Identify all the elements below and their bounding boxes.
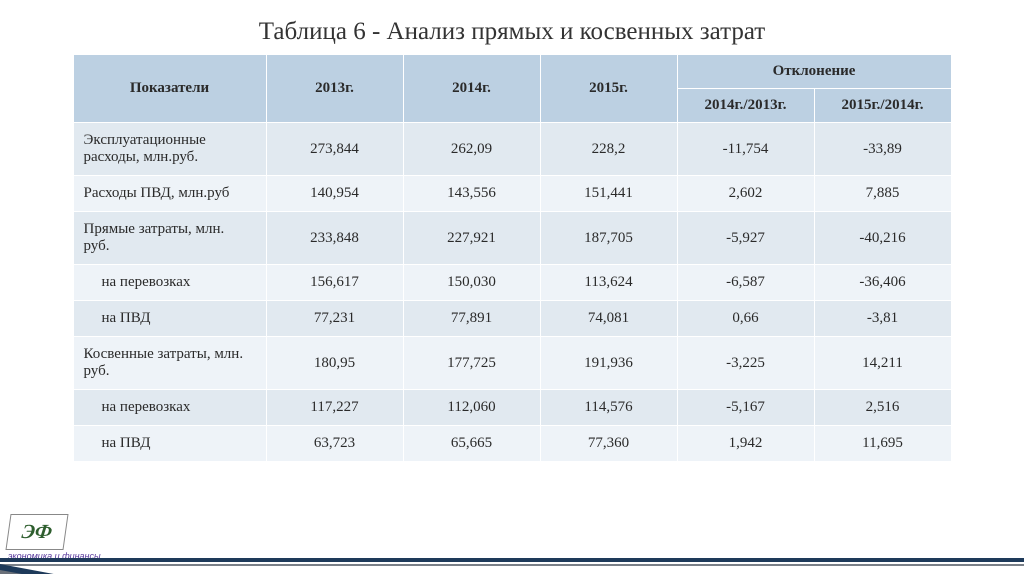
table-row: на ПВД63,72365,66577,3601,94211,695 <box>73 426 951 462</box>
table-row: Косвенные затраты, млн. руб.180,95177,72… <box>73 337 951 390</box>
logo: ЭФ экономика и финансы <box>8 514 118 554</box>
cell-value: 77,891 <box>403 301 540 337</box>
cell-value: 74,081 <box>540 301 677 337</box>
cell-value: 77,360 <box>540 426 677 462</box>
table-row: Прямые затраты, млн. руб.233,848227,9211… <box>73 212 951 265</box>
cell-value: 112,060 <box>403 390 540 426</box>
cell-value: -11,754 <box>677 123 814 176</box>
cell-value: 156,617 <box>266 265 403 301</box>
row-label: Прямые затраты, млн. руб. <box>73 212 266 265</box>
cell-value: 180,95 <box>266 337 403 390</box>
cell-value: 117,227 <box>266 390 403 426</box>
row-label: Косвенные затраты, млн. руб. <box>73 337 266 390</box>
cell-value: 227,921 <box>403 212 540 265</box>
page-title: Таблица 6 - Анализ прямых и косвенных за… <box>0 18 1024 46</box>
th-indicator: Показатели <box>73 55 266 123</box>
cell-value: 113,624 <box>540 265 677 301</box>
cell-value: 143,556 <box>403 176 540 212</box>
cell-value: 187,705 <box>540 212 677 265</box>
cell-value: 150,030 <box>403 265 540 301</box>
cell-value: -36,406 <box>814 265 951 301</box>
row-label: на ПВД <box>73 301 266 337</box>
table-body: Эксплуатационные расходы, млн.руб.273,84… <box>73 123 951 462</box>
cell-value: 177,725 <box>403 337 540 390</box>
footer-bar-dark <box>0 558 1024 562</box>
th-2013: 2013г. <box>266 55 403 123</box>
cell-value: 77,231 <box>266 301 403 337</box>
row-label: на перевозках <box>73 390 266 426</box>
cell-value: 262,09 <box>403 123 540 176</box>
row-label: Эксплуатационные расходы, млн.руб. <box>73 123 266 176</box>
logo-letters: ЭФ <box>5 514 68 550</box>
cell-value: -3,81 <box>814 301 951 337</box>
cell-value: 273,844 <box>266 123 403 176</box>
cell-value: 140,954 <box>266 176 403 212</box>
cell-value: -6,587 <box>677 265 814 301</box>
th-deviation: Отклонение <box>677 55 951 89</box>
cell-value: 63,723 <box>266 426 403 462</box>
cost-analysis-table: Показатели 2013г. 2014г. 2015г. Отклонен… <box>73 54 952 462</box>
th-dev1: 2014г./2013г. <box>677 89 814 123</box>
cell-value: -5,927 <box>677 212 814 265</box>
table-row: на ПВД77,23177,89174,0810,66-3,81 <box>73 301 951 337</box>
footer-bar-gray <box>0 564 1024 566</box>
cell-value: 1,942 <box>677 426 814 462</box>
footer-wedge-gray <box>0 570 120 574</box>
cell-value: 14,211 <box>814 337 951 390</box>
cell-value: -33,89 <box>814 123 951 176</box>
cell-value: 233,848 <box>266 212 403 265</box>
row-label: на ПВД <box>73 426 266 462</box>
cell-value: 151,441 <box>540 176 677 212</box>
table-row: на перевозках117,227112,060114,576-5,167… <box>73 390 951 426</box>
cell-value: -5,167 <box>677 390 814 426</box>
cell-value: 228,2 <box>540 123 677 176</box>
row-label: на перевозках <box>73 265 266 301</box>
th-2014: 2014г. <box>403 55 540 123</box>
footer-decoration: ЭФ экономика и финансы <box>0 522 1024 574</box>
cell-value: 11,695 <box>814 426 951 462</box>
cell-value: 2,516 <box>814 390 951 426</box>
table-row: Расходы ПВД, млн.руб140,954143,556151,44… <box>73 176 951 212</box>
cell-value: -40,216 <box>814 212 951 265</box>
table-row: на перевозках156,617150,030113,624-6,587… <box>73 265 951 301</box>
row-label: Расходы ПВД, млн.руб <box>73 176 266 212</box>
table-row: Эксплуатационные расходы, млн.руб.273,84… <box>73 123 951 176</box>
th-dev2: 2015г./2014г. <box>814 89 951 123</box>
cell-value: -3,225 <box>677 337 814 390</box>
cell-value: 2,602 <box>677 176 814 212</box>
table-container: Показатели 2013г. 2014г. 2015г. Отклонен… <box>0 54 1024 462</box>
cell-value: 7,885 <box>814 176 951 212</box>
th-2015: 2015г. <box>540 55 677 123</box>
cell-value: 114,576 <box>540 390 677 426</box>
cell-value: 191,936 <box>540 337 677 390</box>
cell-value: 0,66 <box>677 301 814 337</box>
cell-value: 65,665 <box>403 426 540 462</box>
